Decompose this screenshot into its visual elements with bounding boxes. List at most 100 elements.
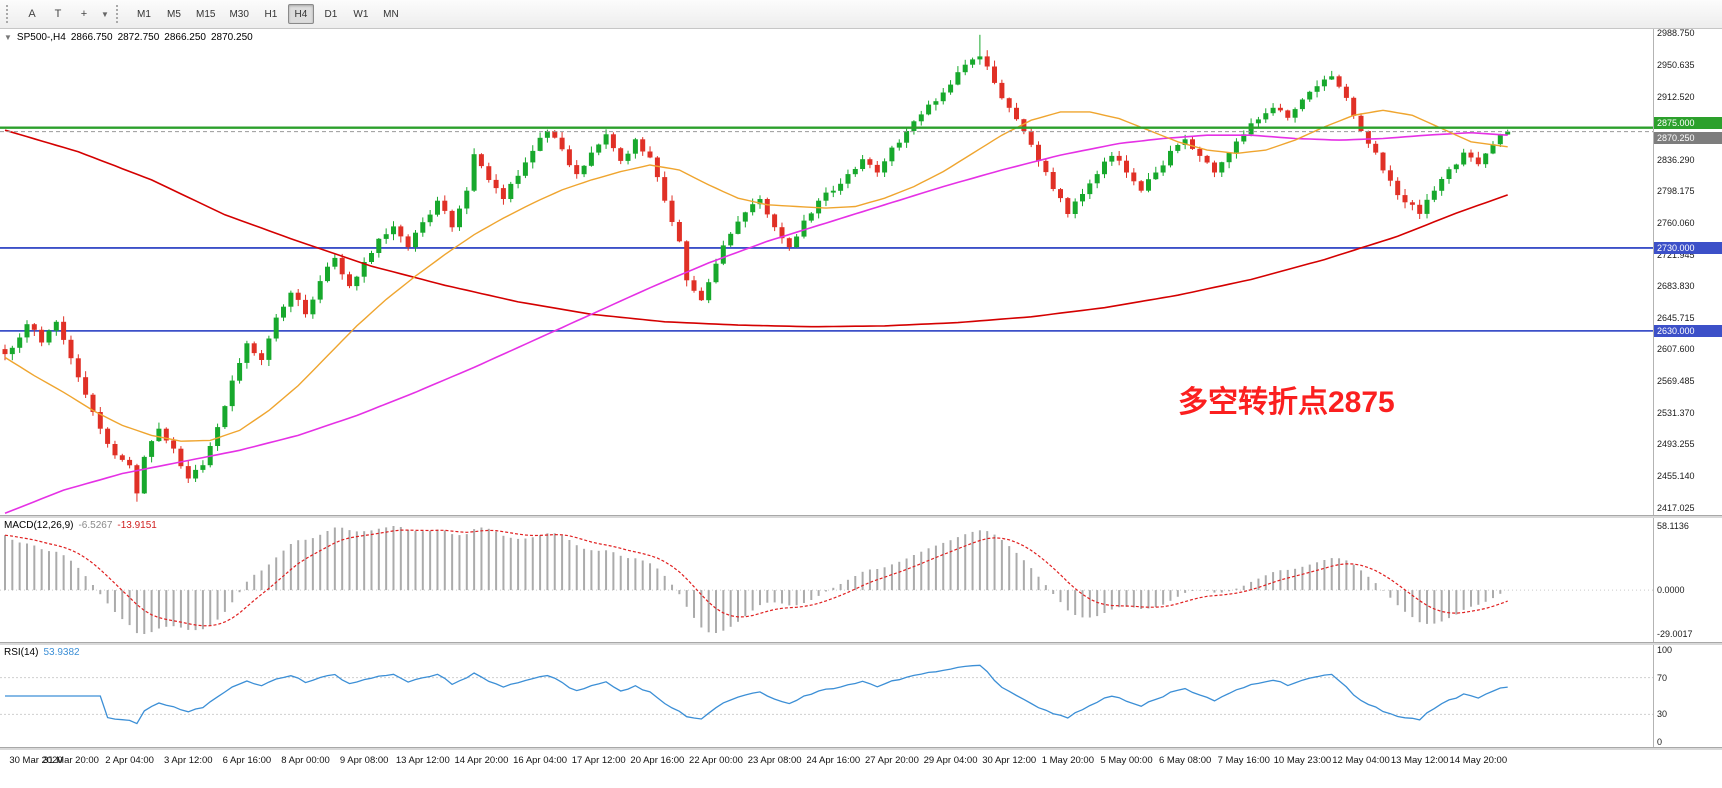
time-axis-label: 10 May 23:00	[1273, 755, 1332, 766]
timeframe-m1-button[interactable]: M1	[131, 4, 157, 24]
bottom-filler	[0, 776, 1722, 788]
timeframe-m5-button[interactable]: M5	[161, 4, 187, 24]
timeframe-m30-button[interactable]: M30	[224, 4, 253, 24]
rsi-axis-label: 70	[1657, 672, 1668, 683]
price-axis-label: 2836.290	[1657, 154, 1695, 165]
price-axis-label: 2760.060	[1657, 218, 1695, 229]
time-axis-label: 14 Apr 20:00	[454, 755, 509, 766]
rsi-axis[interactable]: 100 70 30 0	[1653, 645, 1722, 747]
rsi-chart[interactable]	[0, 645, 1653, 752]
rsi-panel[interactable]: 100 70 30 0 RSI(14) 53.9382	[0, 645, 1722, 747]
ohlc-high: 2872.750	[117, 32, 160, 43]
current-price-tag: 2870.250	[1654, 132, 1722, 144]
time-axis-label: 13 May 12:00	[1390, 755, 1449, 766]
text-tool-button[interactable]: T	[46, 4, 70, 25]
price-axis-label: 2417.025	[1657, 502, 1695, 513]
slow-ma-red	[4, 129, 1508, 328]
time-axis-label: 2 Apr 04:00	[105, 755, 154, 766]
time-axis-label: 3 Apr 12:00	[163, 755, 213, 766]
price-axis-label: 2988.750	[1657, 28, 1695, 39]
timeframe-m15-button[interactable]: M15	[191, 4, 220, 24]
macd-panel[interactable]: 58.1136 0.0000 -29.0017 MACD(12,26,9) -6.5…	[0, 518, 1722, 642]
candlestick-chart[interactable]	[0, 29, 1653, 520]
time-axis-label: 30 Mar 2020	[9, 755, 63, 766]
toolbar: A T + ▼ M1 M5 M15 M30 H1 H4 D1 W1 MN	[0, 0, 1722, 29]
time-axis-label: 5 May 00:00	[1100, 755, 1153, 766]
time-axis-label: 13 Apr 12:00	[395, 755, 450, 766]
macd-axis-label: 58.1136	[1657, 521, 1689, 531]
fast-ma-orange	[4, 109, 1508, 442]
time-axis[interactable]: 30 Mar 2020 31 Mar 20:00 2 Apr 04:00 3 Apr …	[0, 750, 1722, 776]
price-chart-panel[interactable]: 2988.750 2950.635 2912.520 2836.290 2798.175…	[0, 28, 1722, 515]
macd-histogram	[4, 526, 1509, 634]
macd-header: MACD(12,26,9) -6.5267 -13.9151	[4, 520, 157, 531]
toolbar-grip[interactable]	[6, 5, 13, 23]
price-line-tag: 2730.000	[1654, 241, 1722, 254]
ohlc-low: 2866.250	[164, 32, 206, 43]
price-axis-label: 2683.830	[1657, 281, 1695, 292]
time-axis-label: 29 Apr 04:00	[923, 755, 978, 766]
time-axis-label: 1 May 20:00	[1041, 755, 1094, 766]
time-axis-label: 9 Apr 08:00	[339, 755, 389, 766]
price-line-tag: 2875.000	[1654, 116, 1722, 129]
rsi-name: RSI(14)	[4, 647, 39, 658]
rsi-header: RSI(14) 53.9382	[4, 647, 80, 658]
crosshair-tool-button[interactable]: +	[72, 4, 96, 25]
rsi-axis-label: 100	[1657, 645, 1673, 655]
macd-axis[interactable]: 58.1136 0.0000 -29.0017	[1653, 518, 1722, 642]
price-axis-label: 2531.370	[1657, 407, 1695, 418]
time-axis-label: 20 Apr 16:00	[630, 755, 685, 766]
ma-lines-group	[4, 109, 1508, 515]
chart-annotation-text: 多空转折点2875	[1178, 386, 1395, 419]
tools-dropdown-chevron-icon[interactable]: ▼	[98, 4, 112, 25]
rsi-axis-label: 0	[1657, 737, 1663, 747]
panel-splitter-2[interactable]	[0, 642, 1722, 645]
time-axis-label: 27 Apr 20:00	[864, 755, 919, 766]
time-axis-label: 14 May 20:00	[1449, 755, 1508, 766]
panel-splitter[interactable]	[0, 515, 1722, 518]
price-axis-label: 2950.635	[1657, 59, 1695, 70]
price-axis-label: 2455.140	[1657, 470, 1695, 481]
macd-chart[interactable]	[0, 518, 1653, 647]
candles-group	[2, 34, 1511, 502]
price-axis-label: 2798.175	[1657, 186, 1695, 197]
macd-name: MACD(12,26,9)	[4, 520, 74, 531]
time-axis-label: 8 Apr 00:00	[281, 755, 330, 766]
time-axis-label: 24 Apr 16:00	[806, 755, 861, 766]
timeframe-d1-button[interactable]: D1	[318, 4, 344, 24]
price-axis-label: 2721.945	[1657, 249, 1695, 260]
ohlc-open: 2866.750	[70, 32, 113, 43]
time-axis-label: 16 Apr 04:00	[513, 755, 568, 766]
collapse-triangle-icon[interactable]: ▼	[4, 33, 12, 42]
rsi-value: 53.9382	[43, 647, 80, 658]
timeframe-h4-button[interactable]: H4	[287, 4, 314, 24]
time-axis-label: 30 Apr 12:00	[982, 755, 1037, 766]
price-axis[interactable]: 2988.750 2950.635 2912.520 2836.290 2798.175…	[1653, 28, 1722, 515]
macd-signal-value: -13.9151	[117, 520, 157, 531]
rsi-line	[5, 664, 1508, 725]
timeframe-h1-button[interactable]: H1	[258, 4, 284, 24]
time-axis-label: 22 Apr 00:00	[689, 755, 743, 766]
time-axis-label: 7 May 16:00	[1217, 755, 1270, 766]
annotation-tool-button[interactable]: A	[20, 4, 44, 25]
rsi-axis-label: 30	[1657, 709, 1668, 720]
price-axis-label: 2569.485	[1657, 376, 1695, 387]
symbol-ohlc-line: ▼ SP500-,H4 2866.750 2872.750 2866.250 2…	[4, 32, 253, 44]
panel-splitter-3[interactable]	[0, 747, 1722, 750]
time-axis-label: 17 Apr 12:00	[571, 755, 626, 766]
toolbar-grip-2[interactable]	[116, 5, 123, 23]
price-axis-label: 2607.600	[1657, 344, 1695, 355]
price-axis-label: 2912.520	[1657, 91, 1695, 102]
symbol-name: SP500-,H4	[16, 32, 66, 43]
mid-ma-magenta	[4, 131, 1508, 515]
timeframe-mn-button[interactable]: MN	[378, 4, 404, 24]
time-axis-label: 6 May 08:00	[1158, 755, 1212, 766]
time-axis-label: 6 Apr 16:00	[222, 755, 272, 766]
macd-signal-line	[4, 529, 1508, 627]
timeframe-w1-button[interactable]: W1	[348, 4, 374, 24]
macd-axis-label: 0.0000	[1657, 585, 1685, 596]
macd-main-value: -6.5267	[78, 520, 113, 531]
price-axis-label: 2493.255	[1657, 439, 1695, 450]
macd-axis-label: -29.0017	[1657, 629, 1693, 639]
